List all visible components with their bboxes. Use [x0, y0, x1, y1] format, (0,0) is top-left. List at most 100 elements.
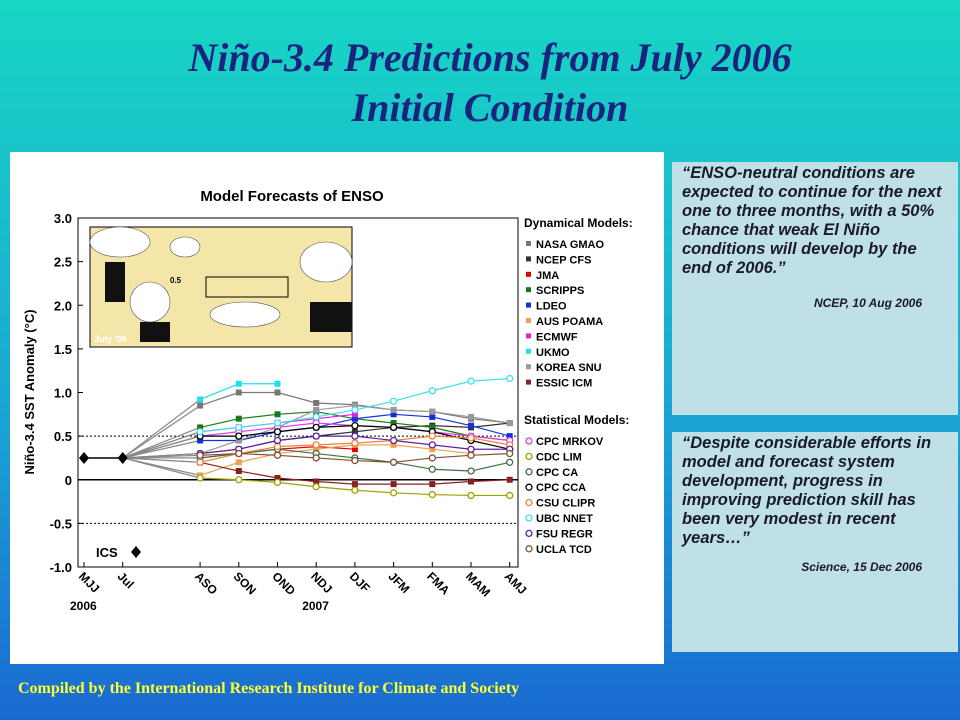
y-tick-label: 2.0: [54, 298, 72, 313]
legend-marker: [525, 545, 533, 553]
x-tick-label: Jul: [115, 569, 137, 591]
y-tick-label: 1.5: [54, 342, 72, 357]
point: [312, 454, 320, 462]
point: [274, 389, 281, 396]
point: [274, 475, 281, 482]
legend-label: CPC MRKOV: [536, 436, 604, 448]
legend-marker: [525, 468, 533, 476]
point: [235, 380, 242, 387]
legend-label: CPC CCA: [536, 482, 586, 494]
inset-shape: [89, 226, 151, 258]
point: [390, 481, 397, 488]
legend-label: LDEO: [536, 301, 567, 313]
point: [273, 419, 282, 427]
legend-marker: [526, 271, 531, 277]
point: [273, 436, 282, 445]
point: [467, 451, 475, 459]
series-line: [199, 444, 472, 476]
connector: [122, 457, 201, 479]
point: [468, 478, 474, 485]
point: [235, 459, 242, 466]
legend-label: CSU CLIPR: [536, 498, 595, 510]
legend-marker: [526, 318, 531, 323]
point: [351, 446, 358, 453]
inset-land: [105, 262, 125, 302]
legend-label: ESSIC ICM: [536, 378, 592, 390]
legend-label: JMA: [536, 270, 559, 282]
point: [313, 478, 320, 485]
point: [506, 374, 514, 383]
point: [429, 446, 436, 453]
connector: [122, 435, 201, 459]
ic-marker: [79, 451, 89, 464]
point: [506, 433, 513, 440]
point: [197, 424, 204, 431]
y-tick-label: 0.5: [54, 429, 72, 444]
point: [429, 408, 436, 415]
y-tick-label: -1.0: [50, 560, 72, 575]
point: [428, 454, 436, 462]
point: [390, 420, 397, 427]
connector: [122, 426, 201, 459]
quote-text: “ENSO-neutral conditions are expected to…: [682, 164, 942, 277]
connector: [122, 439, 201, 459]
point: [389, 423, 398, 432]
point: [389, 397, 398, 405]
point: [235, 449, 243, 458]
legend-marker: [526, 364, 531, 370]
point: [351, 406, 359, 414]
quote-box: “Despite considerable efforts in model a…: [672, 432, 958, 652]
point: [429, 413, 436, 420]
point: [389, 436, 398, 445]
y-tick-label: 1.0: [54, 386, 72, 401]
year-label: 2007: [302, 599, 329, 613]
x-tick-label: OND: [269, 569, 298, 598]
point: [467, 445, 475, 453]
legend-label: CPC CA: [536, 467, 578, 479]
inset-label: 0.5: [170, 276, 182, 285]
chart-panel: Model Forecasts of ENSO Niño-3.4 SST Ano…: [10, 152, 664, 664]
inset-shape: [169, 236, 201, 258]
legend-marker: [525, 452, 533, 461]
point: [235, 389, 242, 396]
point: [197, 437, 204, 444]
point: [312, 413, 320, 421]
x-tick-label: AMJ: [502, 569, 530, 597]
point: [428, 387, 436, 395]
inset-land: [140, 322, 170, 342]
y-tick-label: -0.5: [50, 516, 72, 531]
x-tick-label: FMA: [424, 569, 453, 598]
point: [351, 456, 359, 465]
point: [235, 468, 242, 475]
legend-label: CDC LIM: [536, 451, 582, 463]
point: [467, 434, 475, 442]
y-tick-label: 2.5: [54, 255, 72, 270]
point: [312, 432, 320, 440]
quote-box: “ENSO-neutral conditions are expected to…: [672, 162, 958, 415]
legend-label: UCLA TCD: [536, 544, 592, 556]
point: [351, 422, 359, 430]
point: [273, 478, 282, 487]
point: [196, 428, 204, 436]
point: [506, 420, 513, 427]
point: [428, 465, 436, 473]
legend-label: NCEP CFS: [536, 254, 591, 266]
point: [235, 476, 243, 484]
connector: [122, 454, 201, 459]
slide-title: Niño-3.4 Predictions from July 2006: [188, 35, 792, 80]
point: [235, 437, 242, 444]
inset-land: [310, 302, 352, 332]
point: [313, 406, 320, 413]
legend-label: AUS POAMA: [536, 316, 603, 328]
legend-label: UKMO: [536, 347, 570, 359]
point: [196, 458, 204, 466]
quote-source: Science, 15 Dec 2006: [801, 560, 922, 574]
legend-marker: [525, 514, 533, 522]
quote-text: “Despite considerable efforts in model a…: [682, 434, 932, 547]
point: [467, 377, 475, 385]
legend-label: FSU REGR: [536, 528, 593, 540]
inset-label: July '06: [94, 334, 127, 344]
legend-marker: [526, 348, 531, 354]
ic-label: ICS: [96, 545, 118, 560]
point: [468, 413, 474, 420]
